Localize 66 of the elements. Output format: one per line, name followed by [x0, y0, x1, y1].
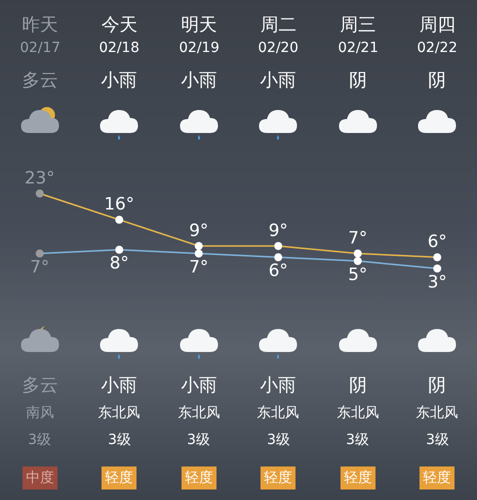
text: 3级	[187, 432, 210, 448]
x-tick-label: 周二	[260, 14, 296, 36]
point	[354, 250, 362, 258]
text: 中度	[26, 470, 54, 486]
text: 阴	[349, 70, 367, 91]
data-label: 7°	[30, 257, 50, 278]
text: 小雨	[260, 70, 296, 91]
x-tick-label: 昨天	[22, 14, 58, 36]
text: 东北风	[416, 405, 458, 421]
data-label: 8°	[110, 254, 129, 274]
text: 轻度	[423, 470, 451, 486]
data-label: 23°	[24, 168, 55, 188]
data-label: 9°	[268, 220, 288, 241]
text: 阴	[428, 70, 446, 91]
text: 多云	[22, 375, 58, 396]
text: 轻度	[344, 470, 372, 486]
data-label: 7°	[189, 257, 208, 278]
text: 多云	[22, 70, 58, 91]
text: 02/20	[258, 40, 298, 56]
point	[274, 242, 282, 250]
point	[115, 246, 124, 254]
text: 小雨	[181, 70, 217, 91]
text: 轻度	[185, 470, 213, 486]
text: 轻度	[105, 470, 133, 486]
text: 02/17	[20, 40, 60, 56]
text: 3级	[28, 432, 51, 448]
text: 东北风	[257, 405, 299, 421]
text: 小雨	[101, 375, 137, 396]
text: 小雨	[181, 375, 217, 396]
text: 小雨	[260, 375, 296, 396]
point	[36, 250, 44, 258]
point	[433, 264, 442, 272]
text: 东北风	[337, 405, 379, 421]
data-label: 6°	[268, 261, 288, 281]
data-label: 9°	[189, 220, 208, 241]
text: 02/19	[179, 40, 220, 56]
text: 02/18	[99, 40, 140, 56]
x-tick-label: 周三	[340, 14, 376, 36]
point	[194, 250, 203, 258]
data-label: 3°	[428, 272, 447, 292]
text: 3级	[267, 432, 290, 448]
data-label: 6°	[428, 232, 447, 252]
text: 轻度	[264, 470, 292, 486]
text: 02/22	[417, 40, 458, 56]
text: 3级	[108, 432, 131, 448]
text: 阴	[428, 375, 446, 396]
text: 3级	[346, 432, 369, 448]
x-tick-label: 明天	[180, 14, 217, 36]
x-tick-label: 周四	[419, 14, 456, 36]
point	[354, 257, 362, 265]
point	[433, 253, 442, 262]
text: 东北风	[98, 405, 140, 421]
text: 南风	[26, 405, 54, 421]
text: 3级	[426, 432, 449, 448]
point	[194, 242, 203, 250]
text: 东北风	[178, 405, 220, 421]
x-tick-label: 今天	[101, 14, 138, 36]
data-label: 5°	[348, 264, 368, 285]
point	[274, 253, 282, 262]
text: 小雨	[101, 70, 137, 91]
data-label: 16°	[104, 194, 134, 214]
point	[115, 216, 124, 224]
text: 阴	[349, 375, 367, 396]
data-label: 7°	[348, 228, 368, 248]
point	[36, 190, 44, 198]
text: 02/21	[338, 40, 378, 56]
